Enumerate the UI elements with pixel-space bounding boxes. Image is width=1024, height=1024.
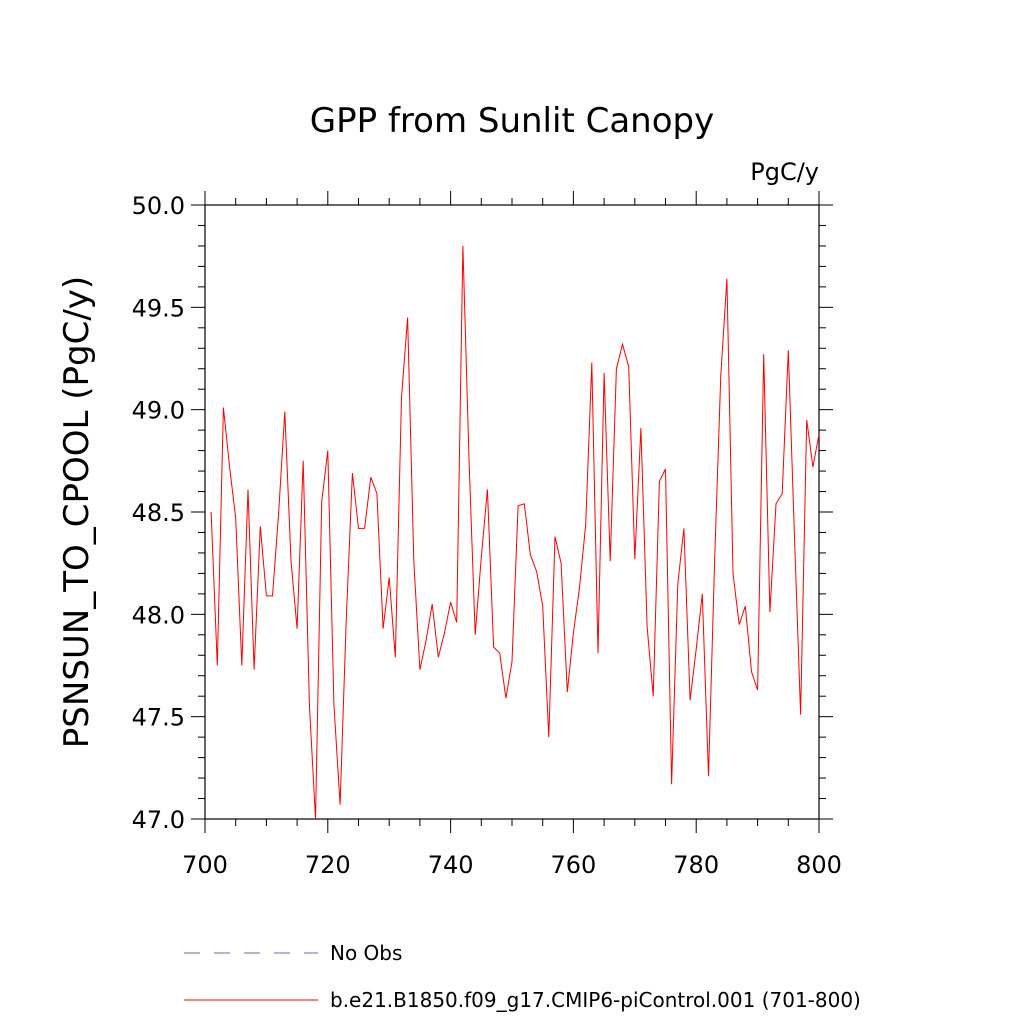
x-tick-label: 800	[796, 851, 842, 879]
units-label: PgC/y	[750, 158, 819, 186]
x-tick-label: 760	[550, 851, 596, 879]
y-tick-label: 48.0	[132, 601, 185, 629]
x-tick-label: 700	[182, 851, 228, 879]
y-axis-label: PSNSUN_TO_CPOOL (PgC/y)	[57, 276, 97, 748]
y-tick-label: 49.0	[132, 397, 185, 425]
y-tick-label: 48.5	[132, 499, 185, 527]
series-line	[210, 245, 820, 820]
y-tick-label: 47.0	[132, 806, 185, 834]
plot-frame	[204, 204, 820, 820]
legend-label-no-obs: No Obs	[330, 941, 402, 965]
legend: No Obs b.e21.B1850.f09_g17.CMIP6-piContr…	[184, 941, 861, 1012]
chart-title: GPP from Sunlit Canopy	[310, 101, 714, 141]
y-tick-label: 47.5	[132, 704, 185, 732]
x-tick-labels: 700 720 740 760 780 800	[182, 851, 842, 879]
major-ticks	[191, 191, 833, 833]
x-tick-label: 780	[673, 851, 719, 879]
y-tick-label: 49.5	[132, 294, 185, 322]
y-tick-labels: 47.0 47.5 48.0 48.5 49.0 49.5 50.0	[132, 192, 185, 834]
minor-ticks	[198, 198, 826, 826]
legend-label-model: b.e21.B1850.f09_g17.CMIP6-piControl.001 …	[330, 988, 861, 1012]
x-tick-label: 720	[305, 851, 351, 879]
x-tick-label: 740	[428, 851, 474, 879]
y-tick-label: 50.0	[132, 192, 185, 220]
